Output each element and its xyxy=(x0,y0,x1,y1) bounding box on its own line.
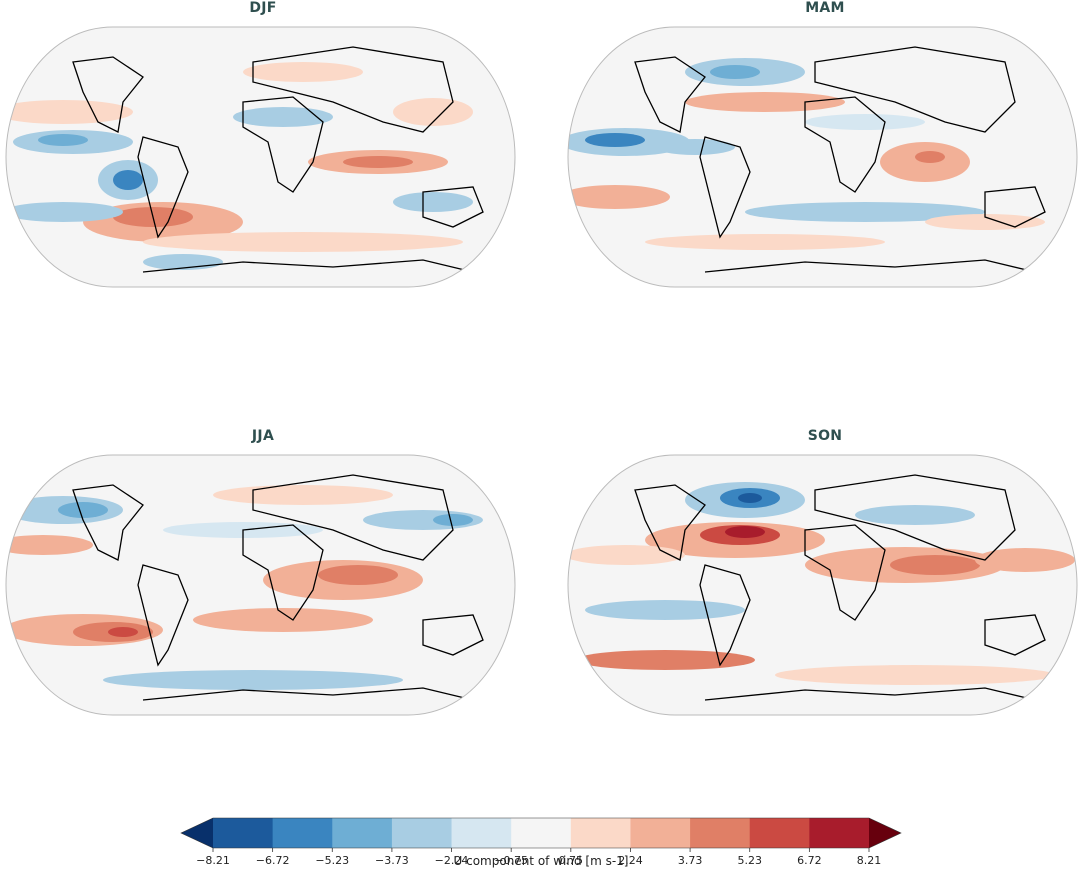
colorbar-tick-label: 2.24 xyxy=(618,854,643,867)
panel-title: SON xyxy=(807,428,843,444)
colorbar-tick-label: −5.23 xyxy=(315,854,349,867)
colorbar-tick-label: −6.72 xyxy=(256,854,290,867)
panel-mam: MAM xyxy=(565,0,1082,300)
colorbar-bin xyxy=(690,818,751,848)
colorbar-bin xyxy=(749,818,810,848)
colorbar-tick-label: 5.23 xyxy=(737,854,762,867)
map-mam xyxy=(567,26,1078,288)
colorbar-tick-label: −8.21 xyxy=(196,854,230,867)
colorbar-bin xyxy=(272,818,333,848)
colorbar-bin xyxy=(391,818,453,848)
colorbar: −8.21 −6.72 −5.23 −3.73 −2.24 −0.75 0.75 2.24 3.… xyxy=(180,817,902,867)
map-djf xyxy=(5,26,516,288)
colorbar-tick-label: 6.72 xyxy=(797,854,822,867)
colorbar-bin xyxy=(511,818,572,848)
panel-title: JJA xyxy=(251,428,275,444)
colorbar-tick-label: −3.73 xyxy=(375,854,409,867)
panel-title: MAM xyxy=(805,0,845,16)
colorbar-under-arrow xyxy=(181,818,213,848)
colorbar-bin xyxy=(451,818,512,848)
panel-son: SON xyxy=(565,428,1082,728)
colorbar-over-arrow xyxy=(869,818,901,848)
panel-title: DJF xyxy=(249,0,277,16)
colorbar-tick-label: −2.24 xyxy=(435,854,469,867)
colorbar-tick-label: 3.73 xyxy=(678,854,703,867)
panel-jja: JJA xyxy=(3,428,523,728)
colorbar-label: U component of wind [m s-1] xyxy=(453,854,629,868)
colorbar-bin xyxy=(213,818,274,848)
colorbar-tick-label: 8.21 xyxy=(857,854,882,867)
colorbar-bin xyxy=(809,818,870,848)
panel-djf: DJF xyxy=(3,0,523,300)
colorbar-tick-label: 0.75 xyxy=(559,854,584,867)
colorbar-bin xyxy=(332,818,393,848)
colorbar-bin xyxy=(570,818,631,848)
map-son xyxy=(567,454,1078,716)
colorbar-tick-label: −0.75 xyxy=(494,854,528,867)
map-jja xyxy=(5,454,516,716)
colorbar-bin xyxy=(630,818,691,848)
